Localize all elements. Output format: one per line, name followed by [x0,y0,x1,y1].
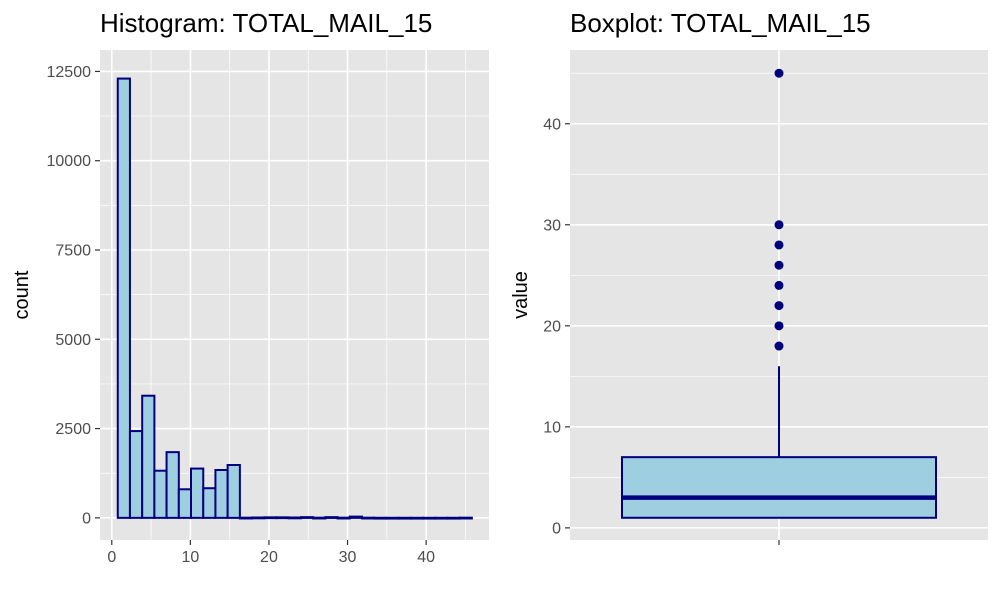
x-tick-label: 10 [181,549,199,566]
histogram-bar [458,516,473,520]
histogram-panel [100,50,489,540]
y-tick-label: 12500 [47,64,92,81]
y-tick-label: 0 [552,520,561,537]
y-tick-label: 40 [543,116,561,133]
histogram-title: Histogram: TOTAL_MAIL_15 [100,8,432,38]
y-tick-label: 20 [543,318,561,335]
boxplot-chart: Boxplot: TOTAL_MAIL_15 0 10 20 30 40 value [510,8,988,545]
histogram-bar [251,516,266,520]
histogram-bar [214,469,229,519]
boxplot-outlier-point [774,321,784,331]
histogram-x-ticks: 0 10 20 30 40 [107,540,435,566]
y-tick-label: 30 [543,217,561,234]
boxplot-outlier-point [774,341,784,351]
x-tick-label: 0 [107,549,116,566]
boxplot-box [621,366,937,519]
histogram-bar [422,516,437,520]
y-tick-label: 7500 [55,243,91,260]
histogram-bar [312,516,327,520]
histogram-bar [324,516,339,519]
histogram-bars [116,77,473,520]
histogram-bar [116,77,131,519]
y-tick-label: 5000 [55,332,91,349]
histogram-bar [348,515,364,519]
boxplot-y-ticks: 0 10 20 30 40 [543,116,570,537]
histogram-bar [385,516,400,520]
histogram-chart: Histogram: TOTAL_MAIL_15 0 10 20 30 40 0 2500… [11,8,489,566]
x-tick-label: 20 [260,549,278,566]
histogram-y-axis-title: count [11,270,33,319]
boxplot-outlier-point [774,280,784,290]
boxplot-outlier-point [774,240,784,250]
histogram-bar [409,516,425,520]
histogram-bar [226,464,241,519]
histogram-bar [128,430,144,519]
histogram-bar [446,516,461,520]
histogram-bar [275,516,290,520]
y-tick-label: 10 [543,419,561,436]
y-tick-label: 10000 [47,153,92,170]
boxplot-title: Boxplot: TOTAL_MAIL_15 [570,8,871,38]
boxplot-outlier-point [774,68,784,78]
boxplot-outlier-point [774,260,784,270]
boxplot-outlier-point [774,220,784,230]
histogram-bar [153,469,168,519]
histogram-bar [263,516,278,520]
histogram-bar [299,516,315,519]
histogram-bar [397,516,412,520]
histogram-bar [165,451,180,519]
histogram-bar [202,487,217,519]
x-tick-label: 30 [339,549,357,566]
boxplot-iqr-box [621,456,937,519]
boxplot-y-axis-title: value [510,271,532,319]
histogram-bar [373,516,388,520]
histogram-bar [361,516,376,520]
histogram-bar [434,516,449,520]
y-tick-label: 0 [82,510,91,527]
boxplot-outlier-point [774,301,784,311]
histogram-bar [287,516,302,520]
histogram-y-ticks: 0 2500 5000 7500 10000 12500 [47,64,100,527]
histogram-bar [177,488,193,519]
y-tick-label: 2500 [55,421,91,438]
boxplot-outliers [774,68,784,351]
histogram-bar [141,394,156,519]
x-tick-label: 40 [417,549,435,566]
histogram-bar [238,516,254,520]
histogram-bar [336,516,351,520]
histogram-bar [190,467,205,519]
